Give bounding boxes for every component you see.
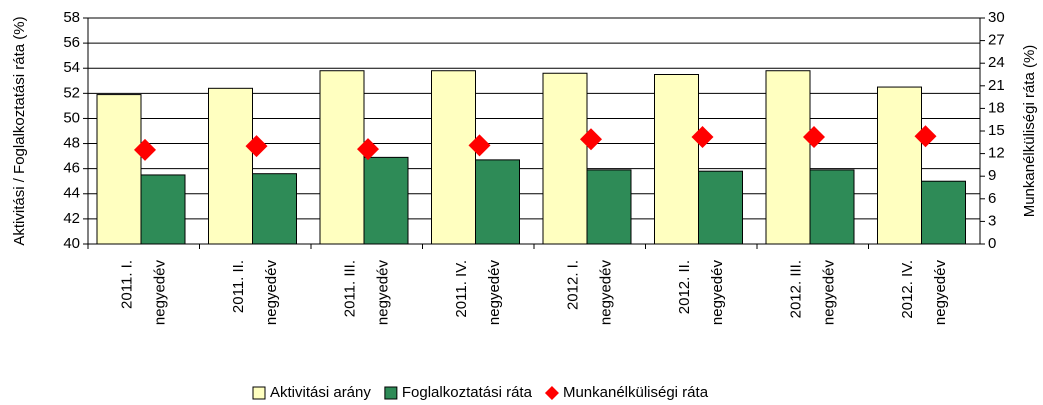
legend-marker	[544, 386, 559, 400]
diamond-marker	[691, 126, 714, 149]
y2-tick-label: 30	[988, 9, 1005, 26]
legend-label: Aktivitási arány	[270, 384, 371, 401]
bar	[319, 70, 365, 245]
bar	[765, 70, 811, 245]
bar	[363, 156, 409, 245]
diamond-marker	[803, 126, 825, 149]
y-axis-title: Aktivitási / Foglalkoztatási ráta (%)	[11, 16, 28, 245]
bar	[475, 159, 520, 245]
y2-axis-title: Munkanélküliségi ráta (%)	[1021, 45, 1038, 218]
y2-tick-label: 6	[988, 190, 996, 207]
y-tick-label: 58	[63, 9, 80, 26]
diamond-marker	[580, 128, 602, 151]
x-tick-label: 2011. I.	[119, 260, 136, 309]
bar	[542, 72, 588, 245]
diamond-marker	[468, 134, 491, 157]
y2-tick-label: 15	[988, 122, 1005, 139]
y-tick-label: 54	[63, 59, 80, 76]
x-tick-label: negyedév	[598, 260, 615, 326]
legend-swatch	[252, 386, 266, 400]
x-tick-label: 2012. I.	[565, 260, 582, 310]
x-tick-label: 2012. II.	[676, 260, 693, 314]
y2-tick-label: 24	[988, 54, 1005, 71]
legend-label: Foglalkoztatási ráta	[402, 384, 533, 401]
y-tick-label: 56	[63, 34, 80, 51]
bar	[586, 169, 632, 245]
y2-tick-label: 12	[988, 145, 1005, 162]
y-tick-label: 40	[63, 235, 80, 252]
y2-tick-label: 27	[988, 32, 1005, 49]
bar	[809, 169, 855, 245]
y2-tick-label: 0	[988, 235, 996, 252]
bar	[431, 70, 476, 245]
x-tick-label: 2012. IV.	[899, 260, 916, 319]
diamond-marker	[914, 125, 937, 148]
x-tick-label: negyedév	[932, 260, 949, 326]
x-tick-label: negyedév	[486, 260, 503, 326]
x-tick-label: negyedév	[821, 260, 838, 326]
y-tick-label: 44	[63, 185, 80, 202]
y2-tick-label: 21	[988, 77, 1005, 94]
diamond-marker	[357, 138, 379, 161]
bar	[208, 87, 253, 245]
x-tick-label: negyedév	[152, 260, 169, 326]
y-tick-label: 52	[63, 84, 80, 101]
bar	[698, 170, 743, 245]
legend-swatch	[384, 386, 398, 400]
legend-label: Munkanélküliségi ráta	[563, 384, 709, 401]
y2-tick-label: 18	[988, 99, 1005, 116]
y-tick-label: 50	[63, 109, 80, 126]
bar	[252, 173, 297, 245]
y2-tick-label: 3	[988, 212, 996, 229]
bar	[921, 180, 966, 245]
y-tick-label: 46	[63, 160, 80, 177]
diamond-marker	[245, 135, 268, 158]
bar	[877, 86, 922, 245]
x-tick-label: negyedév	[709, 260, 726, 326]
x-tick-label: 2011. III.	[342, 260, 359, 317]
x-tick-label: 2011. IV.	[453, 260, 470, 318]
x-tick-label: 2011. II.	[230, 260, 247, 313]
y2-tick-label: 9	[988, 167, 996, 184]
y-tick-label: 42	[63, 210, 80, 227]
x-tick-label: 2012. III.	[788, 260, 805, 318]
diamond-marker	[134, 138, 156, 161]
y-tick-label: 48	[63, 135, 80, 152]
x-tick-label: negyedév	[375, 260, 392, 326]
bar	[96, 94, 142, 245]
x-tick-label: negyedév	[263, 260, 280, 326]
bar	[654, 74, 699, 245]
bar	[140, 174, 186, 245]
